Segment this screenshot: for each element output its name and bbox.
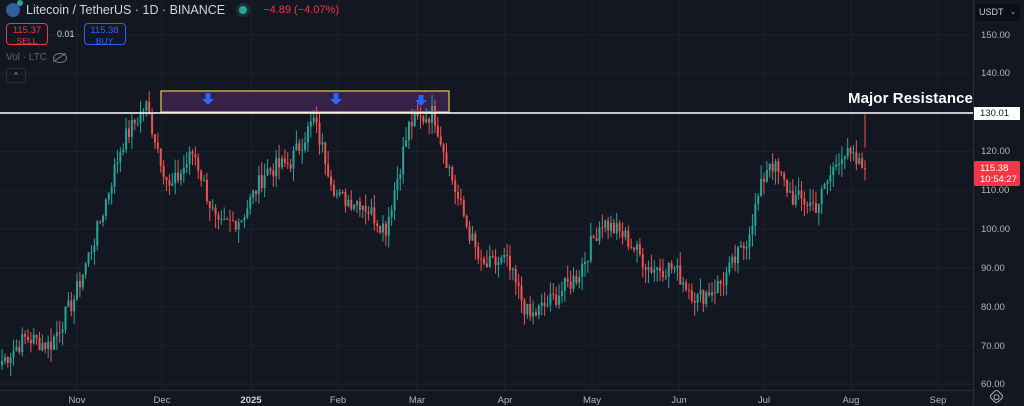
bar-countdown: 10:54:27 <box>980 174 1017 185</box>
current-price-tag: 115.38 10:54:27 <box>974 161 1020 186</box>
time-axis-label: Feb <box>329 395 347 406</box>
sell-label: SELL <box>16 36 38 46</box>
currency-value: USDT <box>979 7 1004 17</box>
chevron-down-icon: ⌄ <box>1010 9 1016 16</box>
time-axis-label: Nov <box>68 395 86 406</box>
price-axis-label: 150.00 <box>981 30 1011 41</box>
time-axis-label: Jun <box>671 395 687 406</box>
resistance-annotation[interactable]: Major Resistance <box>848 90 973 107</box>
buy-label: BUY <box>95 36 114 46</box>
price-change: −4.89 (−4.07%) <box>263 4 339 16</box>
down-arrow-icon <box>415 95 427 106</box>
chart-grid <box>0 0 973 390</box>
down-arrow-icon <box>330 93 342 105</box>
currency-select[interactable]: USDT ⌄ <box>976 4 1020 21</box>
price-axis-label: 90.00 <box>981 263 1005 274</box>
time-axis-label: Sep <box>929 395 947 406</box>
sell-button[interactable]: 115.37 SELL <box>6 23 48 46</box>
time-axis-label: Jul <box>757 395 771 406</box>
price-axis-label: 100.00 <box>981 224 1011 235</box>
candlestick-series <box>1 91 866 377</box>
down-arrow-icon <box>202 93 214 105</box>
symbol-header[interactable]: Litecoin / TetherUS · 1D · BINANCE −4.89… <box>6 0 339 17</box>
time-axis-label: 2025 <box>240 395 262 406</box>
time-axis-label: Dec <box>153 395 171 406</box>
spread-value: 0.01 <box>57 29 75 39</box>
resistance-zone-box <box>160 90 450 113</box>
trade-panel: 115.37 SELL 0.01 115.38 BUY <box>6 23 126 46</box>
time-axis-label: Mar <box>408 395 426 406</box>
hidden-eye-icon[interactable] <box>52 52 67 63</box>
buy-price: 115.38 <box>90 25 119 36</box>
volume-indicator-legend[interactable]: Vol · LTC <box>6 52 67 63</box>
volume-label: Vol · LTC <box>6 52 47 63</box>
price-axis-label: 80.00 <box>981 302 1005 313</box>
collapse-legend-button[interactable]: ^ <box>6 68 26 83</box>
price-axis-label: 120.00 <box>981 146 1011 157</box>
time-axis-label: May <box>583 395 601 406</box>
current-price: 115.38 <box>980 163 1009 174</box>
price-axis-label: 60.00 <box>981 379 1005 390</box>
price-axis-label: 70.00 <box>981 341 1005 352</box>
resistance-price-tag: 130.01 <box>974 107 1020 120</box>
buy-button[interactable]: 115.38 BUY <box>83 23 126 46</box>
symbol-title[interactable]: Litecoin / TetherUS · 1D · BINANCE <box>26 3 226 17</box>
sell-price: 115.37 <box>12 25 42 36</box>
time-axis-label: Aug <box>842 395 860 406</box>
time-axis-label: Apr <box>497 395 513 406</box>
litecoin-logo-icon <box>6 0 23 17</box>
market-open-status-icon <box>239 6 248 14</box>
price-axis-label: 140.00 <box>981 68 1011 79</box>
price-axis-label: 110.00 <box>981 185 1010 196</box>
